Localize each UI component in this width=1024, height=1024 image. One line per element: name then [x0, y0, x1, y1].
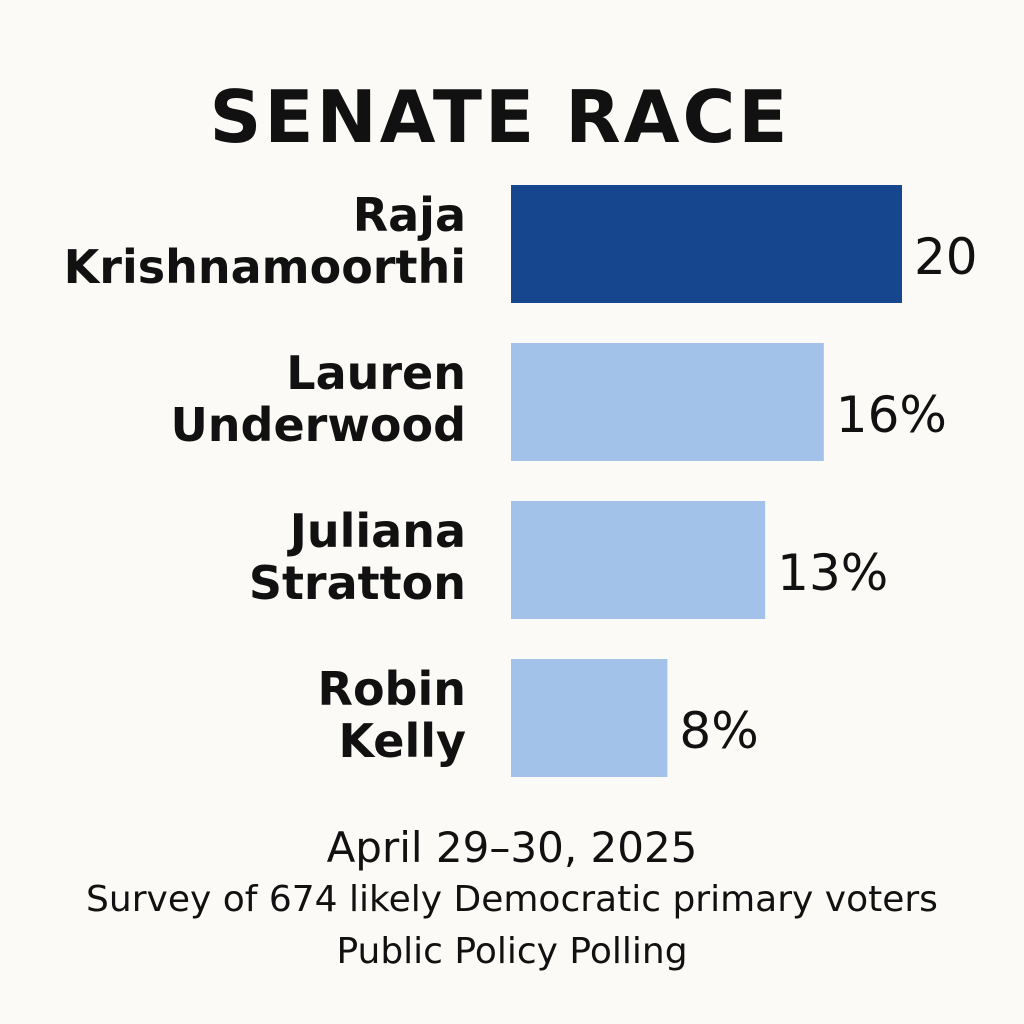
- category-label-2: Juliana Stratton: [249, 504, 466, 610]
- category-label-line: Stratton: [249, 556, 466, 610]
- poll-source: Public Policy Polling: [336, 931, 688, 972]
- category-label-line: Lauren: [286, 346, 466, 400]
- category-label-line: Krishnamoorthi: [64, 240, 466, 294]
- value-label-0: 20: [914, 228, 978, 286]
- bar-0: [511, 185, 902, 303]
- bar-2: [511, 501, 766, 619]
- survey-description: Survey of 674 likely Democratic primary …: [86, 879, 938, 920]
- category-label-line: Raja: [353, 188, 466, 242]
- category-label-1: Lauren Underwood: [170, 346, 466, 452]
- value-label-1: 16%: [836, 386, 947, 444]
- value-label-2: 13%: [777, 544, 888, 602]
- category-label-3: Robin Kelly: [318, 662, 466, 768]
- chart-title: SENATE RACE: [209, 75, 791, 159]
- category-label-line: Robin: [318, 662, 466, 716]
- category-label-line: Juliana: [287, 504, 466, 558]
- poll-date: April 29–30, 2025: [326, 823, 698, 872]
- category-label-line: Kelly: [338, 714, 466, 768]
- bar-3: [511, 659, 668, 777]
- bar-1: [511, 343, 824, 461]
- category-label-0: Raja Krishnamoorthi: [64, 188, 466, 294]
- chart-footer: April 29–30, 2025 Survey of 674 likely D…: [0, 822, 1024, 978]
- value-label-3: 8%: [679, 702, 758, 760]
- category-label-line: Underwood: [170, 398, 466, 452]
